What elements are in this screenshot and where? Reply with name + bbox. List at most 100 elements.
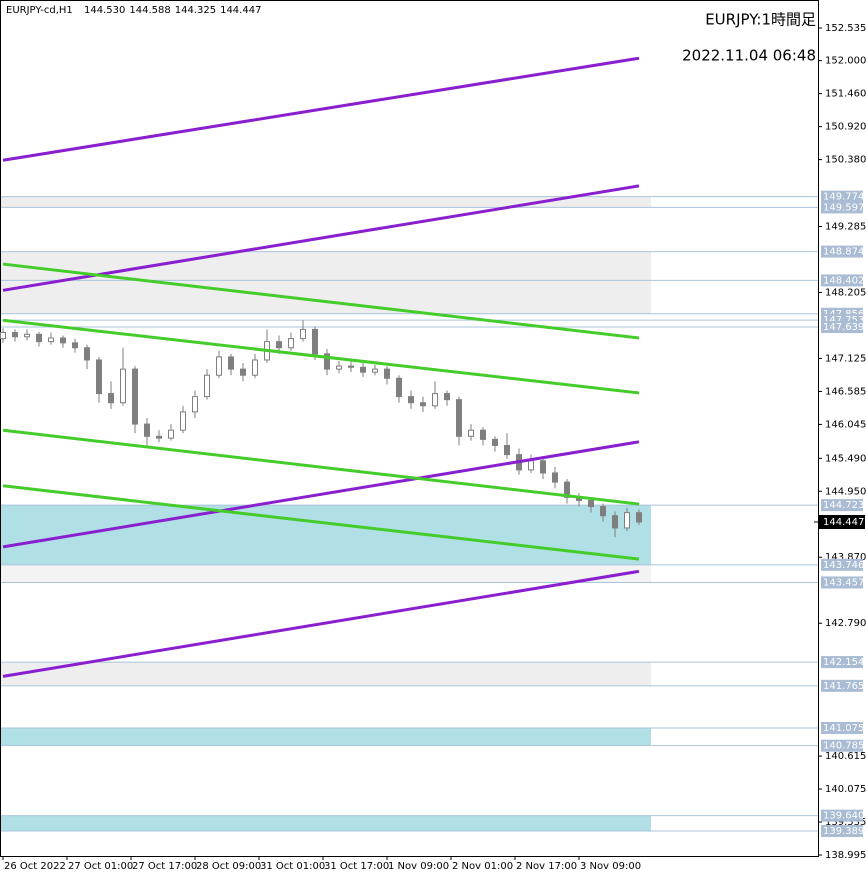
candle-body — [612, 515, 618, 529]
level-label-box — [821, 824, 863, 837]
candle-body — [288, 338, 294, 349]
candle-body — [0, 331, 6, 340]
quote: 144.588 — [129, 5, 170, 16]
level-label: 141.765 — [823, 681, 864, 692]
level-label: 143.746 — [823, 560, 864, 571]
level-label: 148.874 — [823, 247, 864, 258]
candle-body — [468, 429, 474, 437]
candle-body — [540, 460, 546, 474]
x-tick-label: 31 Oct 17:00 — [324, 861, 389, 872]
candle-body — [144, 423, 150, 437]
candle-body — [492, 438, 498, 446]
candle-body — [96, 359, 102, 395]
candle-body — [348, 365, 354, 368]
y-tick-label: 140.075 — [825, 784, 866, 795]
y-tick-label: 150.380 — [825, 155, 866, 166]
candle-body — [312, 328, 318, 355]
symbol: EURJPY-cd,H1 — [6, 5, 73, 16]
trendline — [2, 428, 640, 506]
candle-body — [600, 506, 606, 517]
x-tick-label: 31 Oct 01:00 — [260, 861, 325, 872]
level-label-box — [821, 721, 863, 734]
y-tick-label: 150.920 — [825, 122, 866, 133]
level-label: 140.785 — [823, 741, 864, 752]
candle-body — [108, 393, 114, 404]
candle-body — [384, 368, 390, 379]
level-label-box — [821, 190, 863, 203]
level-label: 139.389 — [823, 826, 864, 837]
level-label-box — [821, 499, 863, 512]
candle-body — [156, 435, 162, 439]
y-tick-label: 139.535 — [825, 817, 866, 828]
level-label: 147.639 — [823, 322, 864, 333]
candle-body — [360, 366, 366, 373]
y-tick-label: 147.125 — [825, 353, 866, 364]
zone — [1, 196, 651, 208]
candle-body — [528, 460, 534, 471]
level-label-box — [821, 576, 863, 589]
candle-body — [300, 328, 306, 340]
candle-body — [252, 359, 258, 376]
level-label: 139.640 — [823, 811, 864, 822]
candle-body — [168, 429, 174, 439]
chart-title: EURJPY:1時間足 — [705, 11, 816, 29]
y-tick-label: 151.460 — [825, 89, 866, 100]
candle-body — [636, 512, 642, 523]
x-tick-label: 1 Nov 09:00 — [388, 861, 449, 872]
candle-body — [324, 353, 330, 370]
trendline — [2, 318, 640, 395]
zone — [1, 662, 651, 686]
candle-body — [24, 333, 30, 338]
level-label-box — [821, 245, 863, 258]
candle-body — [504, 444, 510, 456]
level-label-box — [821, 558, 863, 571]
level-label: 141.075 — [823, 723, 864, 734]
candle-body — [180, 411, 186, 431]
candle-body — [216, 356, 222, 376]
level-label: 143.457 — [823, 577, 864, 588]
x-tick-label: 27 Oct 17:00 — [132, 861, 197, 872]
candle-body — [132, 368, 138, 425]
y-tick-label: 148.205 — [825, 287, 866, 298]
zone — [1, 251, 651, 314]
y-tick-label: 144.950 — [825, 486, 866, 497]
trendline — [2, 440, 640, 549]
level-label: 144.723 — [823, 500, 864, 511]
level-label-box — [821, 321, 863, 334]
y-tick-label: 146.045 — [825, 419, 866, 430]
y-tick-label: 145.490 — [825, 453, 866, 464]
x-tick-label: 28 Oct 09:00 — [196, 861, 261, 872]
level-label: 147.753 — [823, 315, 864, 326]
level-label: 148.402 — [823, 275, 864, 286]
candle-body — [240, 368, 246, 376]
level-label-box — [821, 656, 863, 669]
candle-body — [120, 368, 126, 404]
y-tick-label: 142.790 — [825, 618, 866, 629]
trendline — [2, 484, 640, 561]
zone — [1, 727, 651, 746]
y-tick-label: 140.615 — [825, 751, 866, 762]
candle-body — [552, 472, 558, 483]
last-price-box — [819, 515, 865, 530]
candle-body — [276, 341, 282, 349]
y-tick-label: 138.995 — [825, 850, 866, 861]
candle-body — [564, 481, 570, 498]
level-label: 149.774 — [823, 192, 864, 203]
quote: 144.530 — [84, 5, 125, 16]
last-price-label: 144.447 — [823, 517, 864, 528]
x-tick-label: 2 Nov 17:00 — [516, 861, 577, 872]
candle-body — [228, 356, 234, 370]
candle-body — [336, 365, 342, 370]
trendline — [2, 184, 640, 292]
candle-body — [60, 337, 66, 344]
level-label: 142.154 — [823, 657, 864, 668]
level-label-box — [821, 201, 863, 214]
level-label-box — [821, 679, 863, 692]
y-tick-label: 143.870 — [825, 552, 866, 563]
candle-body — [372, 368, 378, 373]
candle-body — [204, 374, 210, 398]
level-label-box — [821, 739, 863, 752]
candle-body — [12, 331, 18, 338]
candle-body — [588, 499, 594, 508]
candle-body — [480, 429, 486, 440]
